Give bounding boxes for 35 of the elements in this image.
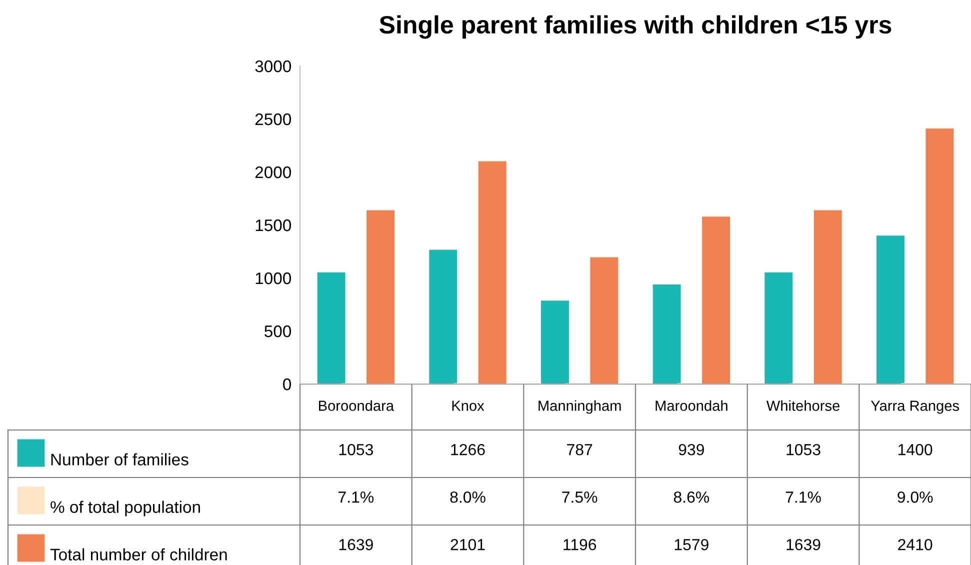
legend-label: % of total population	[50, 500, 200, 516]
data-label: 787	[567, 444, 592, 456]
y-tick-label: 1000	[256, 272, 292, 284]
x-tick-label: Boroondara	[319, 400, 394, 411]
y-tick-label: 1500	[256, 219, 292, 232]
chart-title: Single parent families with children <15 yrs	[380, 15, 892, 39]
data-label: 7.1%	[338, 492, 374, 503]
y-tick-label: 0	[283, 378, 292, 390]
legend-label: Total number of children	[50, 548, 227, 560]
data-label: 1053	[786, 444, 820, 456]
data-label: 1400	[898, 444, 932, 456]
y-tick-label: 2000	[255, 166, 292, 178]
data-label: 1196	[564, 538, 596, 550]
x-tick-label: Knox	[452, 400, 484, 411]
data-label: 2101	[450, 538, 485, 550]
data-label: 1579	[674, 538, 708, 550]
data-label: 1266	[451, 444, 485, 456]
y-tick-label: 2500	[255, 113, 292, 126]
data-label: 7.1%	[786, 492, 821, 503]
data-label: 1639	[786, 538, 820, 550]
data-label: 7.5%	[562, 492, 598, 503]
data-label: 939	[678, 444, 704, 456]
y-tick-label: 3000	[255, 60, 292, 72]
data-label: 1639	[339, 538, 373, 550]
data-label: 2410	[898, 538, 932, 550]
legend-label: Number of families	[51, 453, 188, 466]
data-label: 9.0%	[898, 491, 933, 503]
x-tick-label: Yarra Ranges	[870, 400, 960, 414]
data-label: 8.6%	[674, 491, 710, 503]
x-tick-label: Whitehorse	[766, 400, 840, 411]
y-tick-label: 500	[264, 325, 292, 338]
data-label: 1053	[339, 444, 373, 456]
data-label: 8.0%	[450, 491, 486, 503]
x-tick-label: Manningham	[538, 400, 621, 414]
x-tick-label: Maroondah	[656, 400, 728, 411]
